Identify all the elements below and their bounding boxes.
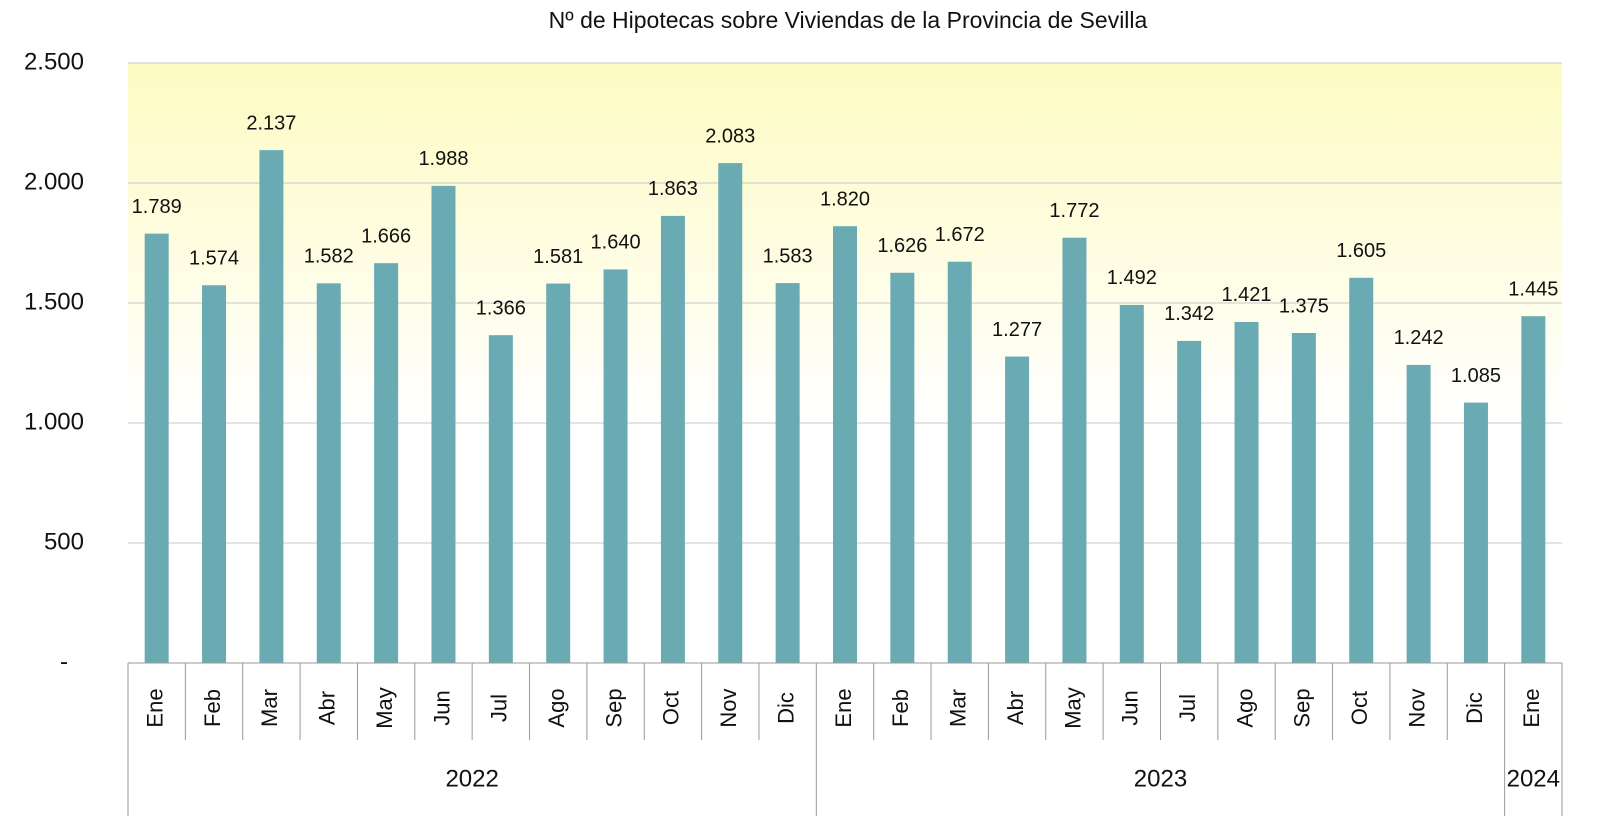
x-tick-label: Jun (1118, 690, 1143, 725)
group-label: 2024 (1507, 765, 1560, 792)
y-tick-label: 2.500 (24, 48, 84, 75)
data-label: 1.666 (361, 225, 411, 247)
x-tick-label: Ene (831, 688, 856, 727)
x-tick-label: Ene (1519, 688, 1544, 727)
y-tick-label: 1.500 (24, 288, 84, 315)
data-label: 1.789 (132, 196, 182, 218)
data-label: 1.582 (304, 246, 354, 268)
data-label: 1.581 (533, 246, 583, 268)
bar (890, 272, 915, 663)
data-label: 1.342 (1164, 303, 1214, 325)
bar (947, 261, 972, 663)
x-tick-label: Ago (1232, 688, 1257, 727)
x-tick-label: Feb (200, 689, 225, 727)
x-tick-label: Oct (659, 691, 684, 725)
x-tick-label: Abr (315, 691, 340, 725)
data-label: 1.277 (992, 319, 1042, 341)
bar (1349, 277, 1374, 663)
data-label: 1.242 (1394, 327, 1444, 349)
data-label: 1.445 (1508, 278, 1558, 300)
bar (374, 263, 399, 663)
bar (259, 150, 284, 663)
bar (833, 226, 857, 663)
data-label: 1.640 (591, 232, 641, 254)
bar (488, 335, 513, 663)
x-tick-label: Mar (946, 689, 971, 727)
bar (316, 283, 341, 663)
y-tick-label: 500 (44, 528, 84, 555)
x-tick-label: Oct (1347, 691, 1372, 725)
x-tick-label: Ago (544, 688, 569, 727)
data-label: 1.574 (189, 248, 239, 270)
data-label: 1.605 (1336, 240, 1386, 262)
x-tick-label: Dic (1462, 692, 1487, 724)
data-label: 2.137 (246, 112, 296, 134)
data-label: 1.863 (648, 178, 698, 200)
bar (1177, 340, 1202, 663)
x-tick-label: Jun (429, 690, 454, 725)
data-label: 1.672 (935, 224, 985, 246)
data-label: 1.820 (820, 188, 870, 210)
data-label: 1.492 (1107, 267, 1157, 289)
x-tick-label: Sep (601, 688, 626, 727)
x-tick-label: Jul (487, 694, 512, 722)
bar (1234, 321, 1259, 663)
x-tick-label: May (1060, 687, 1085, 729)
bar (1463, 402, 1488, 663)
bar (1005, 356, 1030, 663)
bar (718, 163, 743, 663)
y-tick-label: - (60, 648, 68, 675)
data-label: 2.083 (705, 125, 755, 147)
x-tick-label: Abr (1003, 691, 1028, 725)
y-tick-label: 1.000 (24, 408, 84, 435)
bar (1521, 316, 1546, 663)
data-label: 1.375 (1279, 295, 1329, 317)
data-label: 1.772 (1049, 200, 1099, 222)
x-tick-label: Dic (773, 692, 798, 724)
group-label: 2022 (445, 765, 498, 792)
x-tick-label: Feb (888, 689, 913, 727)
bar (1291, 333, 1316, 663)
bar (660, 215, 685, 663)
data-label: 1.421 (1221, 284, 1271, 306)
x-tick-label: Nov (1404, 688, 1429, 727)
y-tick-label: 2.000 (24, 168, 84, 195)
x-tick-label: Nov (716, 688, 741, 727)
x-tick-label: Mar (257, 689, 282, 727)
data-label: 1.583 (763, 245, 813, 267)
chart-title: Nº de Hipotecas sobre Viviendas de la Pr… (549, 7, 1148, 33)
data-label: 1.626 (877, 235, 927, 257)
x-tick-label: Ene (142, 688, 167, 727)
bar (144, 233, 169, 663)
bar (1062, 237, 1087, 663)
data-label: 1.366 (476, 297, 526, 319)
bar (1119, 304, 1144, 663)
bar (775, 283, 800, 663)
bar (202, 285, 227, 663)
bar (431, 185, 456, 663)
group-label: 2023 (1134, 765, 1187, 792)
data-label: 1.085 (1451, 365, 1501, 387)
x-tick-label: May (372, 687, 397, 729)
data-label: 1.988 (418, 148, 468, 170)
bar (546, 283, 571, 663)
x-tick-label: Jul (1175, 694, 1200, 722)
x-tick-label: Sep (1290, 688, 1315, 727)
bar (1406, 364, 1431, 663)
bar (603, 269, 628, 663)
